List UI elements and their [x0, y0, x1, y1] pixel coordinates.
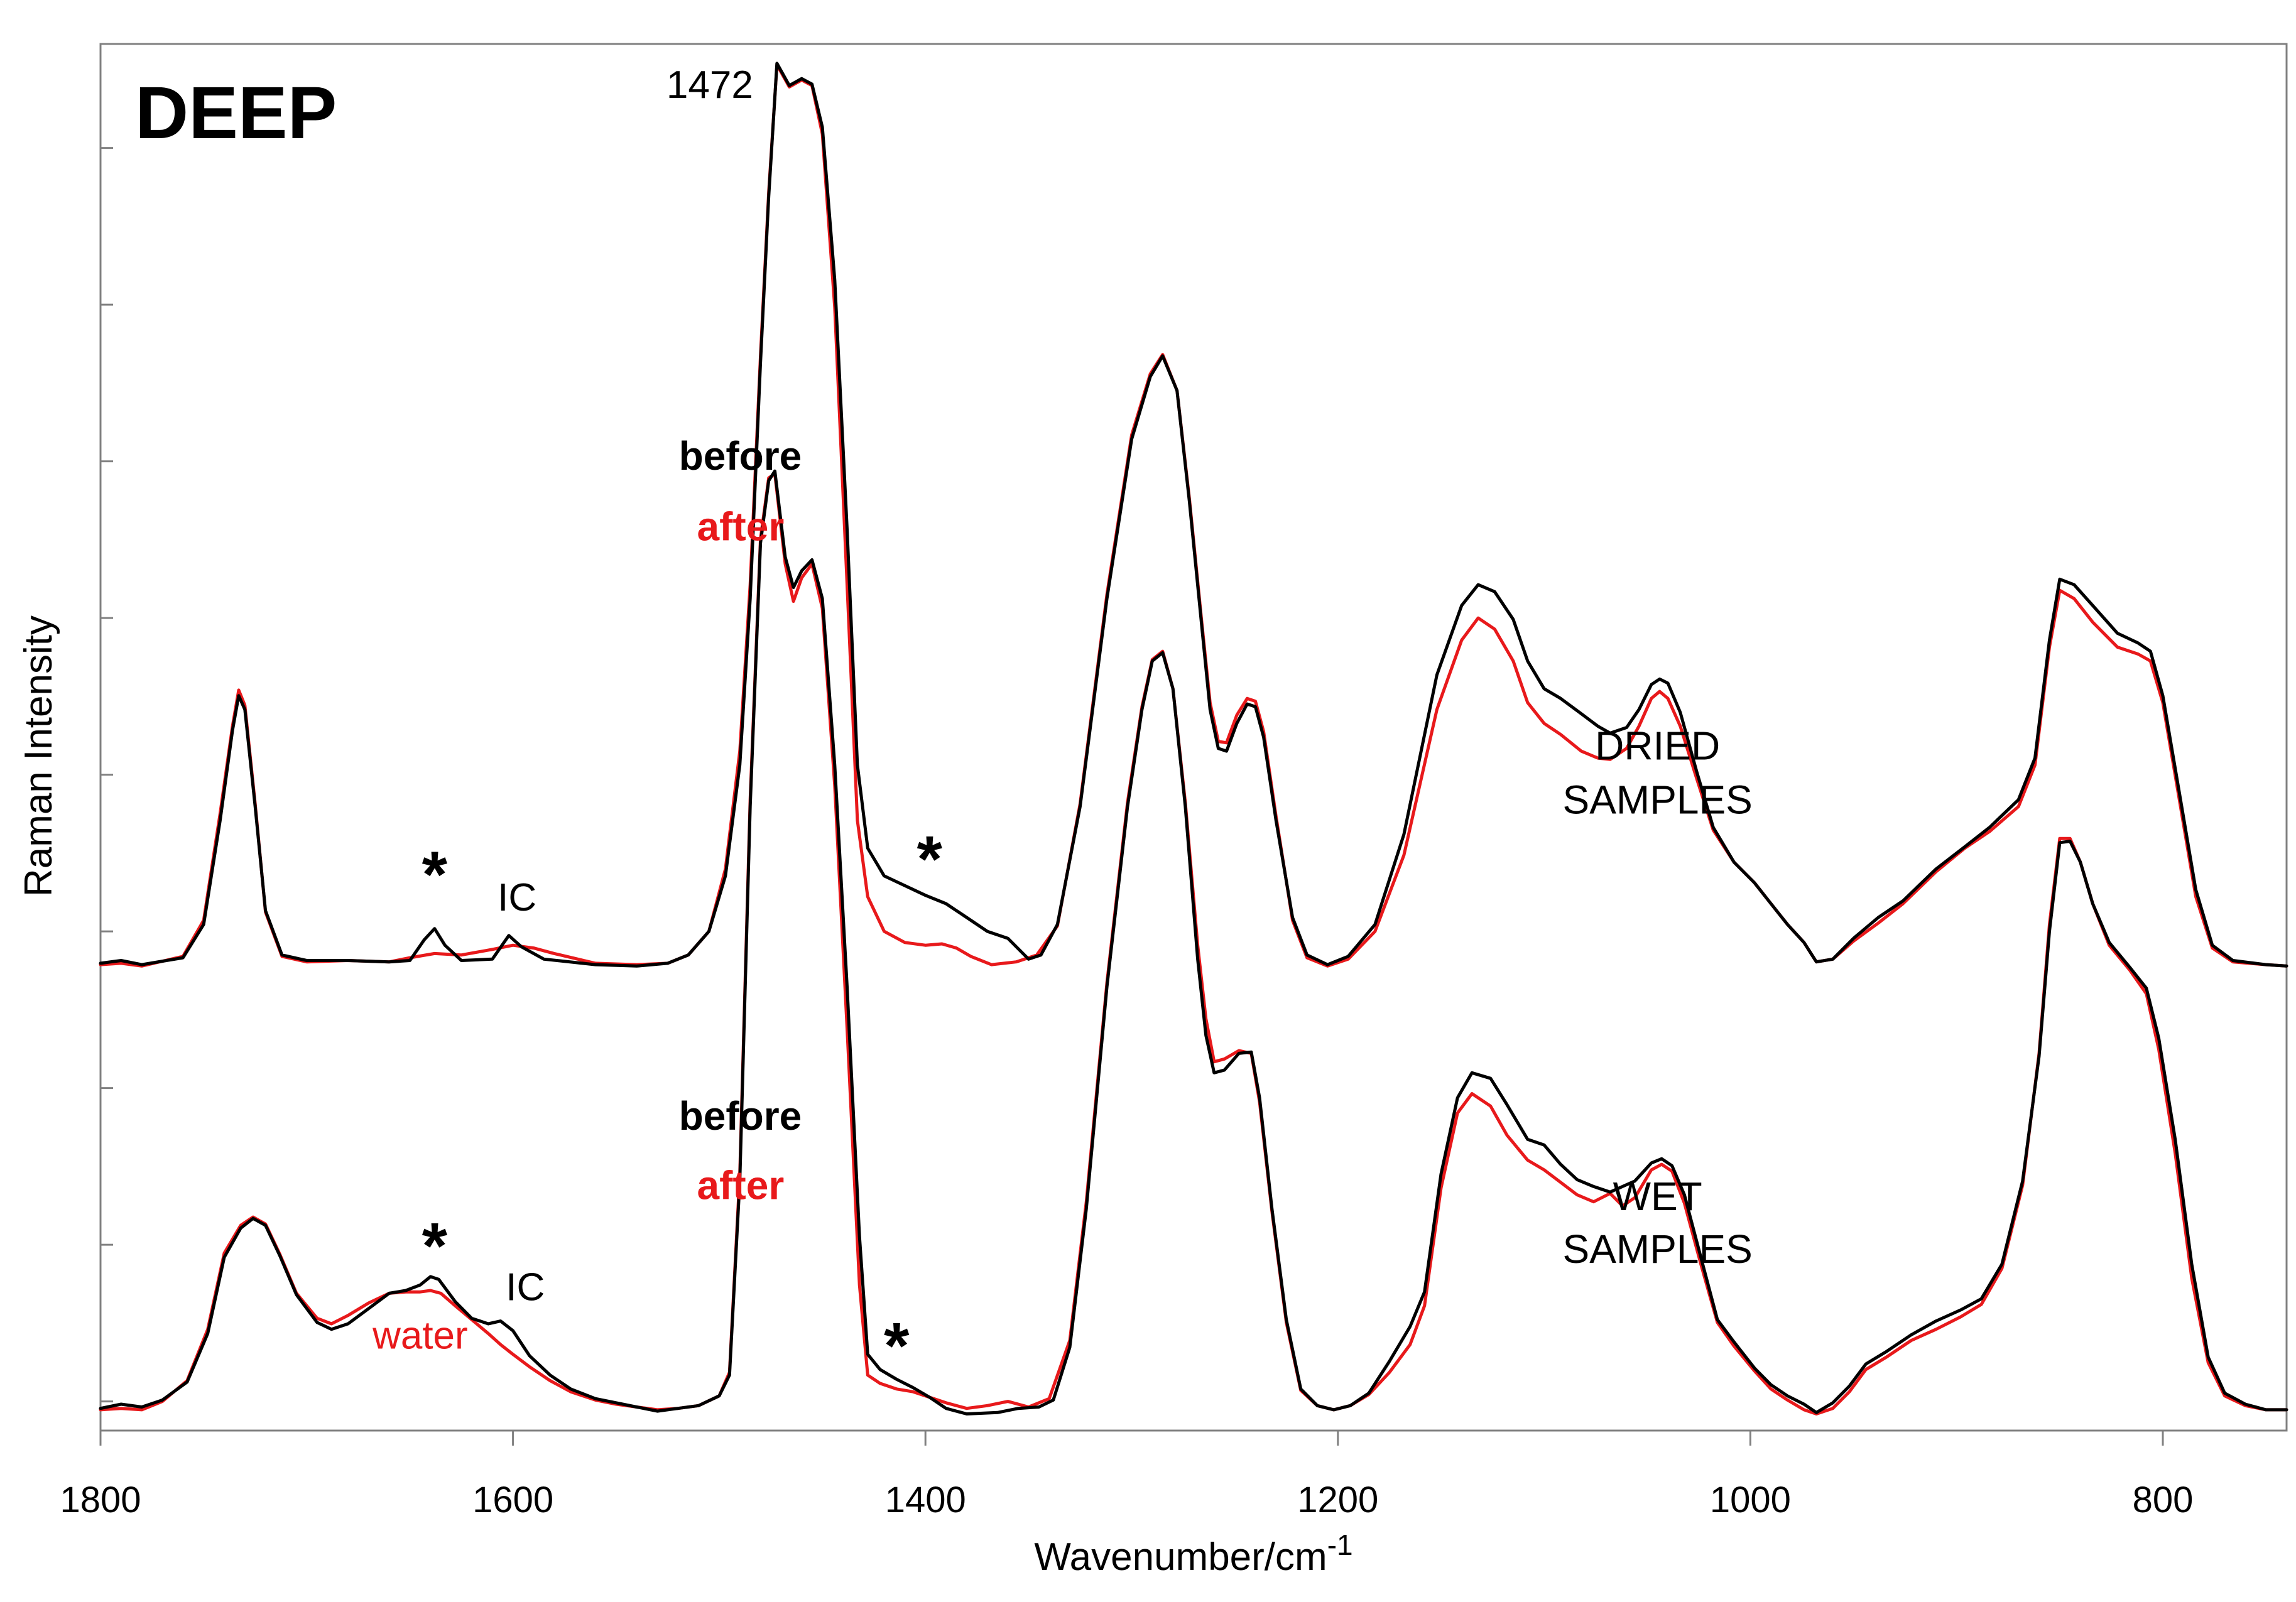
wet-before-line [99, 469, 2288, 1415]
x-axis-label: Wavenumber/cm-1 [1034, 1529, 1352, 1579]
x-tick-label-1000: 1000 [1710, 1480, 1791, 1520]
wet-group-label-line-1: SAMPLES [1563, 1226, 1753, 1272]
wet-annotation-asterisk-1: * [422, 1210, 448, 1283]
dried-legend-after: after [697, 504, 785, 549]
dried-annotation-asterisk-1: * [422, 838, 448, 911]
x-tick-label-1600: 1600 [472, 1480, 553, 1520]
x-tick-label-800: 800 [2133, 1480, 2194, 1520]
wet-annotation-asterisk-3: * [884, 1310, 910, 1383]
y-axis-label: Raman Intensity [17, 615, 60, 897]
dried-annotation-asterisk-2: * [917, 823, 943, 896]
panel-label: DEEP [135, 72, 337, 154]
text-layer: 1800 1600 1400 1200 1000 800 Wavenumber/cm-1 Ra… [17, 63, 2193, 1579]
x-tick-label-1200: 1200 [1297, 1480, 1378, 1520]
wet-legend-before: before [679, 1093, 802, 1139]
wet-annotation-water-2: water [372, 1314, 468, 1358]
dried-group-label-line-1: SAMPLES [1563, 777, 1753, 822]
peak-label-1472: 1472 [666, 63, 753, 107]
wet-legend-after: after [697, 1162, 785, 1208]
dried-legend-before: before [679, 433, 802, 479]
axes [99, 43, 2288, 1446]
x-tick-label-1400: 1400 [885, 1480, 966, 1520]
plot-frame [99, 43, 2288, 1432]
dried-annotation-ic-0: IC [498, 876, 536, 919]
series-layer [99, 62, 2288, 1415]
dried-group-label-line-0: DRIED [1595, 723, 1720, 768]
x-tick-label-1800: 1800 [60, 1480, 141, 1520]
wet-group-label-line-0: WET [1613, 1174, 1702, 1219]
wet-annotation-ic-0: IC [506, 1265, 545, 1309]
dried-before-line [99, 62, 2288, 968]
